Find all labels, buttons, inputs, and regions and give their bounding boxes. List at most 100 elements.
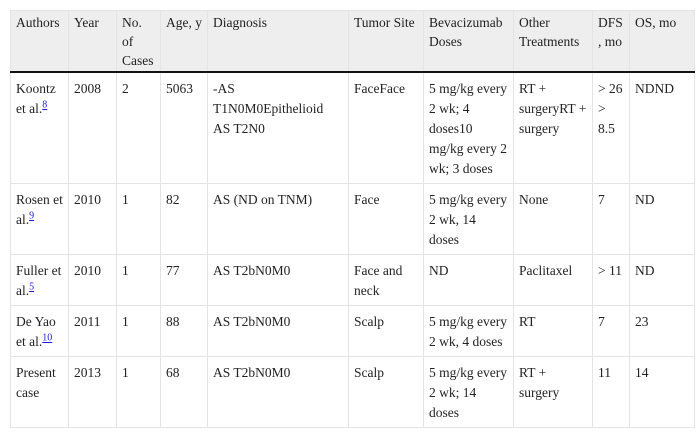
cell-other: RT + surgeryRT + surgery [513,71,593,184]
reference-link[interactable]: 9 [29,210,35,222]
table-row: Present case 2013 1 68 AS T2bN0M0 Scalp 5 mg/k… [10,356,695,428]
other-text: Paclitaxel [519,263,573,278]
author-text: Fuller et al. [16,263,62,298]
cell-cases: 1 [116,305,161,357]
cell-other: RT + surgery [513,356,593,428]
cell-os: NDND [629,71,695,184]
table-row: Koontz et al.8 2008 2 5063 -AS T1N0M0Epithel… [10,71,695,184]
cell-os: ND [629,254,695,306]
column-header: Authors [10,10,69,73]
age-text: 88 [166,314,180,329]
cases-text: 2 [122,81,129,96]
cell-cases: 2 [116,71,161,184]
site-text: Scalp [354,314,384,329]
cell-age: 5063 [160,71,208,184]
cell-site: Scalp [348,305,424,357]
author-text: Rosen et al. [16,192,63,227]
doses-text: 5 mg/kg every 2 wk, 14 doses [429,192,507,247]
cell-diagnosis: -AS T1N0M0Epithelioid AS T2N0 [207,71,349,184]
column-header: Age, y [160,10,208,73]
doses-text: 5 mg/kg every 2 wk; 4 doses10 mg/kg ever… [429,81,507,176]
os-text: NDND [635,81,674,96]
cell-site: Scalp [348,356,424,428]
cell-site: FaceFace [348,71,424,184]
dfs-text: 11 [598,365,611,380]
os-text: ND [635,192,655,207]
cell-year: 2008 [68,71,117,184]
cell-year: 2010 [68,254,117,306]
cell-other: Paclitaxel [513,254,593,306]
column-header: Year [68,10,117,73]
dfs-text: 7 [598,314,605,329]
year-text: 2011 [74,314,101,329]
year-text: 2008 [74,81,101,96]
cell-author: Present case [10,356,69,428]
cell-os: 14 [629,356,695,428]
cell-age: 77 [160,254,208,306]
doses-text: 5 mg/kg every 2 wk, 4 doses [429,314,507,349]
cell-doses: 5 mg/kg every 2 wk; 4 doses10 mg/kg ever… [423,71,514,184]
doses-text: ND [429,263,449,278]
cell-year: 2011 [68,305,117,357]
column-header: Bevacizumab Doses [423,10,514,73]
cases-text: 1 [122,314,129,329]
cell-author: De Yao et al.10 [10,305,69,357]
other-text: RT [519,314,536,329]
site-text: FaceFace [354,81,405,96]
cell-age: 68 [160,356,208,428]
table-row: Rosen et al.9 2010 1 82 AS (ND on TNM) Face 5 … [10,183,695,255]
author-text: Koontz et al. [16,81,56,116]
cell-diagnosis: AS (ND on TNM) [207,183,349,255]
cell-dfs: > 26 > 8.5 [592,71,630,184]
os-text: 14 [635,365,649,380]
reference-link[interactable]: 8 [42,99,48,111]
column-header: Other Treatments [513,10,593,73]
cell-dfs: 7 [592,183,630,255]
age-text: 77 [166,263,180,278]
cell-year: 2013 [68,356,117,428]
other-text: None [519,192,549,207]
cell-age: 82 [160,183,208,255]
cases-table: Authors Year No. of Cases Age, y Diagnosis Tu… [10,10,695,428]
os-text: ND [635,263,655,278]
cell-cases: 1 [116,254,161,306]
other-text: RT + surgeryRT + surgery [519,81,587,136]
cell-other: RT [513,305,593,357]
cases-text: 1 [122,365,129,380]
dfs-text: 7 [598,192,605,207]
column-header: OS, mo [629,10,695,73]
reference-link[interactable]: 5 [29,281,35,293]
diagnosis-text: AS T2bN0M0 [213,314,291,329]
diagnosis-text: AS T2bN0M0 [213,263,291,278]
table-row: De Yao et al.10 2011 1 88 AS T2bN0M0 Scalp 5 m… [10,305,695,357]
diagnosis-text: AS (ND on TNM) [213,192,313,207]
column-header: No. of Cases [116,10,161,73]
year-text: 2010 [74,192,101,207]
cell-age: 88 [160,305,208,357]
site-text: Scalp [354,365,384,380]
age-text: 68 [166,365,180,380]
cell-diagnosis: AS T2bN0M0 [207,254,349,306]
cell-site: Face and neck [348,254,424,306]
cases-text: 1 [122,263,129,278]
cell-diagnosis: AS T2bN0M0 [207,305,349,357]
year-text: 2010 [74,263,101,278]
author-text: Present case [16,365,56,400]
dfs-text: > 11 [598,263,622,278]
cell-author: Fuller et al.5 [10,254,69,306]
dfs-text: > 26 > 8.5 [598,81,623,136]
column-header: DFS, mo [592,10,630,73]
cell-site: Face [348,183,424,255]
cell-cases: 1 [116,356,161,428]
year-text: 2013 [74,365,101,380]
cell-author: Koontz et al.8 [10,71,69,184]
cell-doses: ND [423,254,514,306]
site-text: Face and neck [354,263,403,298]
cell-os: ND [629,183,695,255]
cell-dfs: > 11 [592,254,630,306]
reference-link[interactable]: 10 [42,332,53,344]
author-text: De Yao et al. [16,314,56,349]
cell-doses: 5 mg/kg every 2 wk, 4 doses [423,305,514,357]
cell-doses: 5 mg/kg every 2 wk, 14 doses [423,183,514,255]
cell-dfs: 7 [592,305,630,357]
